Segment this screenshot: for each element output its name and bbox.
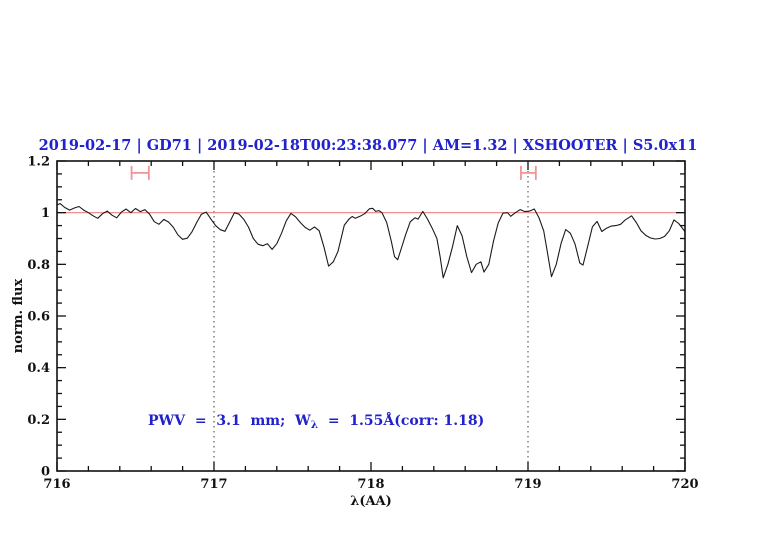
y-tick-label-0.8: 0.8 (27, 258, 50, 273)
pwv-annotation-subscript-lambda: λ (311, 419, 318, 431)
y-tick-label-0.2: 0.2 (27, 413, 50, 428)
spectrum-line (56, 203, 686, 279)
pwv-annotation: PWV = 3.1 mm; Wλ = 1.55Å(corr: 1.18) (148, 411, 484, 431)
y-tick-label-0.6: 0.6 (27, 310, 50, 325)
y-tick-label-0.4: 0.4 (27, 361, 50, 376)
y-tick-label-1.2: 1.2 (27, 155, 50, 170)
x-tick-label-719: 719 (514, 477, 541, 492)
x-axis-label: λ(AA) (350, 494, 392, 509)
x-tick-label-720: 720 (671, 477, 698, 492)
pwv-annotation-suffix: = 1.55Å(corr: 1.18) (318, 411, 484, 429)
plot-area: 716 717 718 719 720 0 0.2 0.4 0.6 0.8 1 1.2 (27, 155, 698, 493)
y-tick-label-0: 0 (41, 465, 50, 480)
plot-title: 2019-02-17 | GD71 | 2019-02-18T00:23:38.… (39, 137, 698, 154)
x-tick-label-717: 717 (200, 477, 227, 492)
y-axis-label: norm. flux (11, 279, 26, 354)
x-tick-label-716: 716 (43, 477, 70, 492)
y-tick-label-1: 1 (41, 206, 50, 221)
pwv-annotation-prefix: PWV = 3.1 mm; W (148, 413, 311, 429)
x-tick-label-718: 718 (357, 477, 384, 492)
